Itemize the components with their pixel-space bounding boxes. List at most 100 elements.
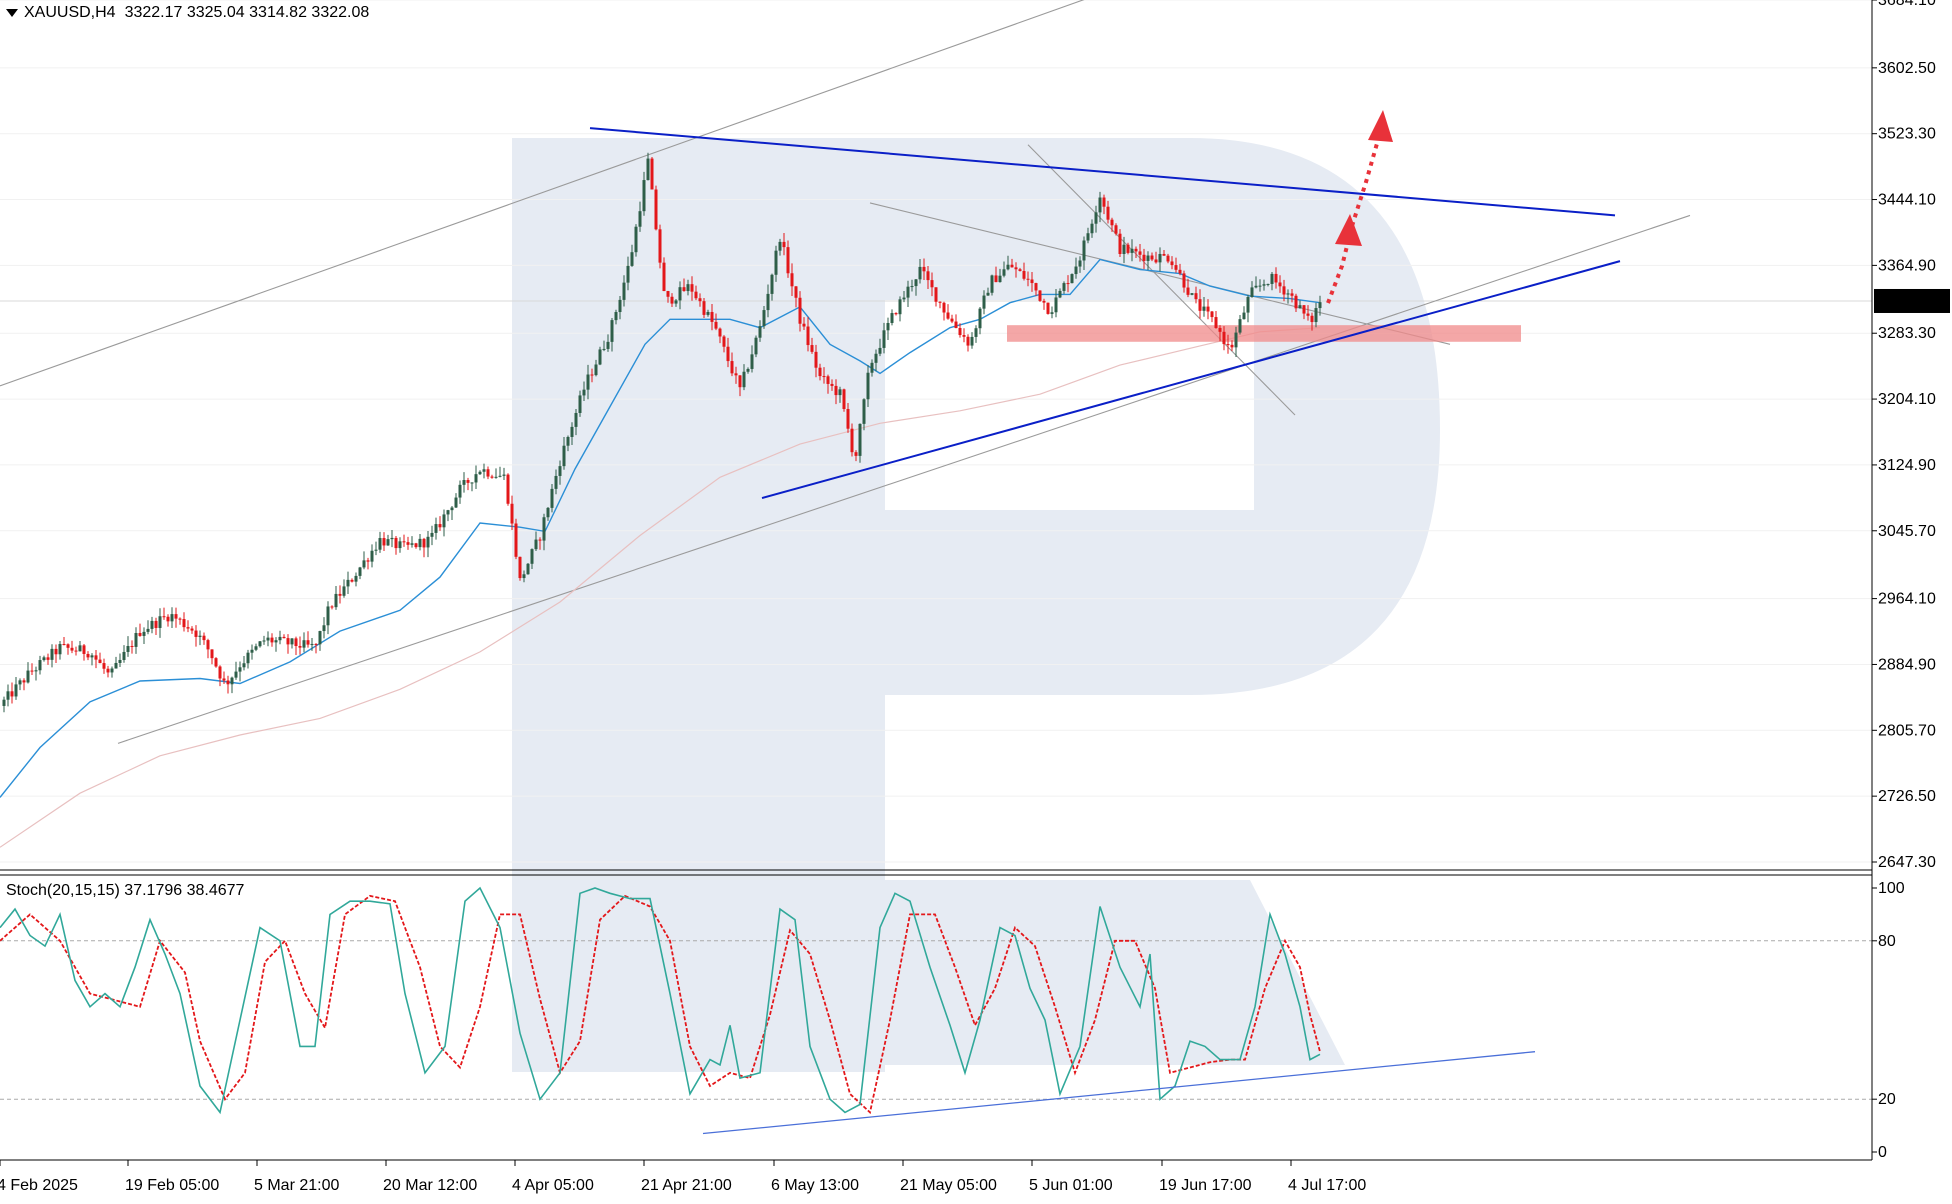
candle-body	[586, 374, 590, 390]
candle-body	[322, 625, 326, 632]
price-tick-label: 3523.30	[1878, 126, 1936, 143]
candle-body	[110, 668, 114, 673]
candle-body	[818, 367, 822, 377]
watermark-logo	[512, 138, 1440, 1072]
candle-body	[1126, 244, 1130, 253]
candle-body	[278, 636, 282, 641]
candle-body	[1014, 267, 1018, 270]
candle-body	[550, 488, 554, 508]
candle-body	[414, 543, 418, 548]
candle-body	[394, 537, 398, 549]
candle-body	[902, 297, 906, 300]
channel-lines	[0, 0, 1691, 744]
candle-body	[34, 670, 38, 672]
candle-body	[790, 273, 794, 287]
candle-body	[1170, 261, 1174, 266]
watermark-stem	[512, 138, 700, 1072]
candle-body	[1250, 287, 1254, 298]
candle-body	[850, 428, 854, 453]
candle-body	[886, 322, 890, 331]
candle-body	[654, 189, 658, 230]
candle-body	[158, 616, 162, 628]
channel-line	[1027, 144, 1296, 416]
candle-body	[338, 593, 342, 596]
candle-body	[590, 374, 594, 376]
candle-body	[746, 368, 750, 372]
candle-body	[686, 284, 690, 292]
candle-body	[1246, 297, 1250, 313]
time-tick-label: 21 May 05:00	[900, 1177, 997, 1194]
candle-body	[326, 606, 330, 626]
candle-body	[1266, 283, 1270, 285]
time-axis[interactable]: 4 Feb 2025 19 Feb 05:00 5 Mar 21:00 20 Mar …	[0, 1160, 1366, 1194]
candle-body	[318, 631, 322, 645]
candle-body	[1142, 254, 1146, 261]
candle-body	[570, 426, 574, 437]
stochastic-grid	[0, 940, 1872, 1100]
candle-body	[994, 275, 998, 283]
candle-body	[374, 549, 378, 551]
candle-body	[1186, 287, 1190, 295]
candle-body	[1010, 264, 1014, 268]
candle-body	[270, 637, 274, 643]
candle-body	[1026, 278, 1030, 280]
candle-body	[706, 311, 710, 315]
candle-body	[690, 284, 694, 292]
candle-body	[558, 466, 562, 476]
candle-body	[1138, 251, 1142, 255]
candle-body	[1090, 223, 1094, 234]
candle-body	[342, 586, 346, 596]
candle-body	[50, 648, 54, 660]
candle-body	[82, 645, 86, 654]
candle-body	[522, 574, 526, 579]
candle-body	[1094, 212, 1098, 224]
candle-body	[1042, 300, 1046, 303]
collapse-triangle-icon[interactable]	[6, 9, 18, 17]
candle-body	[714, 321, 718, 329]
forecast-arrowhead-upper	[1368, 110, 1393, 142]
candle-body	[754, 337, 758, 355]
candle-body	[618, 299, 622, 313]
candle-body	[554, 475, 558, 489]
candle-body	[1086, 233, 1090, 241]
candle-body	[422, 538, 426, 548]
candle-body	[74, 650, 78, 652]
candle-body	[1046, 302, 1050, 314]
candle-body	[926, 271, 930, 281]
candle-body	[730, 361, 734, 374]
stochastic-label: Stoch(20,15,15) 37.1796 38.4677	[6, 882, 245, 899]
candle-body	[878, 347, 882, 354]
candle-body	[382, 538, 386, 546]
candle-body	[282, 636, 286, 639]
candle-body	[1310, 315, 1314, 323]
candle-body	[122, 651, 126, 660]
candle-body	[266, 637, 270, 641]
candle-body	[354, 575, 358, 582]
symbol-info[interactable]: XAUUSD,H4 3322.17 3325.04 3314.82 3322.0…	[4, 4, 369, 22]
candle-body	[1074, 266, 1078, 275]
candle-body	[738, 375, 742, 388]
candle-body	[466, 480, 470, 483]
price-axis[interactable]: 3684.10 3602.50 3523.30 3444.10 3364.90 3283.…	[1872, 0, 1936, 871]
candle-body	[1146, 255, 1150, 261]
candle-body	[150, 620, 154, 629]
price-tick-label: 2647.30	[1878, 854, 1936, 871]
candle-body	[1214, 317, 1218, 328]
slow-moving-average-line	[0, 327, 1321, 848]
candle-body	[718, 328, 722, 337]
candle-body	[982, 295, 986, 309]
candle-body	[510, 503, 514, 524]
candle-body	[670, 296, 674, 304]
candle-body	[1150, 255, 1154, 260]
candle-body	[534, 539, 538, 550]
candle-body	[1118, 233, 1122, 254]
candle-body	[634, 226, 638, 253]
stochastic-tick-label: 0	[1878, 1144, 1887, 1161]
candle-body	[694, 291, 698, 299]
candle-body	[378, 538, 382, 550]
candle-body	[402, 541, 406, 543]
stochastic-axis[interactable]: 100 80 20 0	[1872, 880, 1905, 1161]
candle-body	[726, 346, 730, 362]
